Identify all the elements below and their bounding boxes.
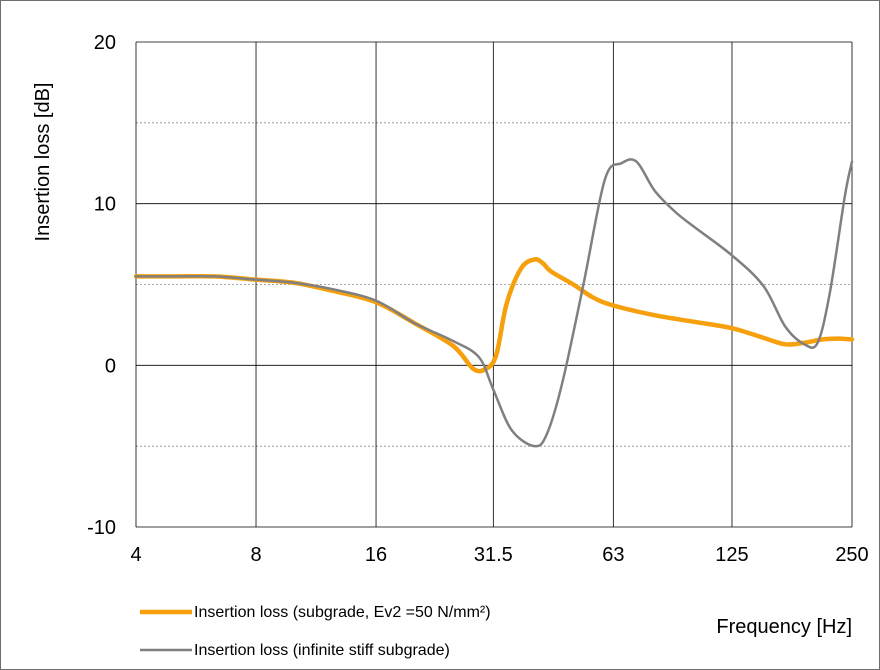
series-line-1	[134, 158, 854, 448]
y-tick-label: 10	[94, 194, 116, 216]
x-tick-label: 16	[365, 544, 387, 566]
y-tick-labels: -10 0 10 20	[87, 32, 116, 539]
x-tick-label: 31.5	[474, 544, 513, 566]
x-tick-labels: 4 8 16 31.5 63 125 250	[130, 544, 868, 566]
legend-label-subgrade: Insertion loss (subgrade, Ev2 =50 N/mm²)	[194, 604, 491, 621]
x-tick-label: 250	[835, 544, 868, 566]
x-tick-label: 63	[602, 544, 624, 566]
series-lines	[133, 158, 855, 448]
grid	[135, 41, 853, 528]
x-axis-title: Frequency [Hz]	[716, 616, 852, 638]
legend-label-infinite-stiff: Insertion loss (infinite stiff subgrade)	[194, 642, 450, 659]
y-tick-label: 20	[94, 32, 116, 54]
x-tick-label: 8	[250, 544, 261, 566]
legend: Insertion loss (subgrade, Ev2 =50 N/mm²)…	[140, 604, 491, 659]
x-tick-label: 4	[130, 544, 141, 566]
y-tick-label: 0	[105, 355, 116, 377]
y-axis-title: Insertion loss [dB]	[32, 83, 54, 242]
y-tick-label: -10	[87, 517, 116, 539]
x-tick-label: 125	[715, 544, 748, 566]
